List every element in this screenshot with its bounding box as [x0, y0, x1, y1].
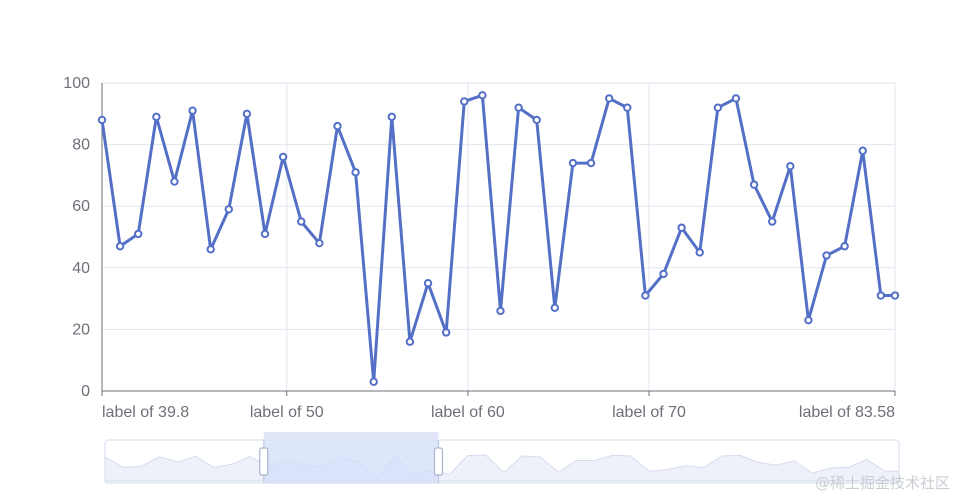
data-point[interactable] [478, 91, 487, 100]
data-point[interactable] [224, 205, 233, 214]
data-point[interactable] [659, 269, 668, 279]
data-point[interactable] [586, 158, 596, 168]
zoom-selected-range[interactable] [263, 440, 439, 483]
data-point[interactable] [333, 121, 342, 131]
data-point[interactable] [134, 229, 143, 239]
data-point[interactable] [731, 94, 741, 103]
data-point[interactable] [514, 103, 523, 112]
data-point[interactable] [441, 328, 451, 337]
data-point[interactable] [890, 291, 900, 300]
data-point[interactable] [677, 223, 686, 232]
data-point[interactable] [115, 242, 125, 251]
data-point[interactable] [405, 337, 415, 346]
x-tick-label: label of 70 [612, 404, 686, 421]
data-point[interactable] [460, 97, 469, 106]
data-point[interactable] [804, 315, 813, 325]
zoom-move-handle[interactable] [263, 432, 439, 440]
data-point[interactable] [260, 229, 270, 239]
data-point[interactable] [423, 279, 433, 288]
data-point[interactable] [242, 109, 252, 119]
data-point[interactable] [550, 303, 560, 313]
data-point[interactable] [604, 94, 614, 103]
series-layer [97, 91, 900, 386]
data-point[interactable] [876, 291, 886, 300]
data-point[interactable] [351, 168, 360, 177]
y-tick-label: 40 [72, 260, 90, 277]
zoom-end-handle[interactable] [433, 447, 444, 476]
data-point[interactable] [695, 248, 704, 257]
zoom-start-handle[interactable] [259, 447, 269, 476]
y-tick-label: 0 [81, 383, 90, 400]
data-point[interactable] [749, 180, 759, 189]
data-point[interactable] [623, 103, 632, 112]
data-point[interactable] [188, 106, 197, 115]
data-point[interactable] [568, 158, 578, 168]
y-tick-label: 80 [72, 137, 90, 154]
data-point[interactable] [170, 177, 179, 186]
data-point[interactable] [786, 161, 795, 171]
data-point[interactable] [387, 112, 397, 122]
x-tick-label: label of 39.8 [102, 404, 189, 421]
data-point[interactable] [369, 377, 378, 386]
data-point[interactable] [858, 146, 867, 155]
axes: 0 20 40 60 80 100 label of 39.8 label of 50 labe… [63, 75, 896, 421]
watermark: @稀土掘金技术社区 [814, 474, 950, 492]
data-point[interactable] [297, 217, 306, 226]
data-point[interactable] [713, 103, 723, 112]
y-tick-label: 20 [72, 321, 90, 338]
data-point[interactable] [206, 245, 215, 254]
grid-lines [101, 82, 896, 391]
x-tick-label: label of 50 [250, 404, 324, 421]
x-tick-label: label of 60 [431, 404, 505, 421]
data-point[interactable] [822, 251, 831, 260]
data-zoom-slider[interactable] [104, 432, 900, 484]
data-point[interactable] [97, 115, 107, 125]
y-tick-label: 60 [72, 198, 90, 215]
data-point[interactable] [532, 115, 541, 125]
data-point[interactable] [641, 291, 650, 300]
data-point[interactable] [767, 217, 777, 226]
x-tick-label: label of 83.58 [799, 404, 895, 421]
data-point[interactable] [840, 242, 849, 251]
data-point[interactable] [315, 238, 324, 248]
data-point[interactable] [278, 152, 288, 162]
series-line [100, 93, 895, 384]
y-tick-label: 100 [63, 75, 90, 92]
data-point[interactable] [152, 112, 161, 122]
data-point[interactable] [496, 306, 505, 316]
